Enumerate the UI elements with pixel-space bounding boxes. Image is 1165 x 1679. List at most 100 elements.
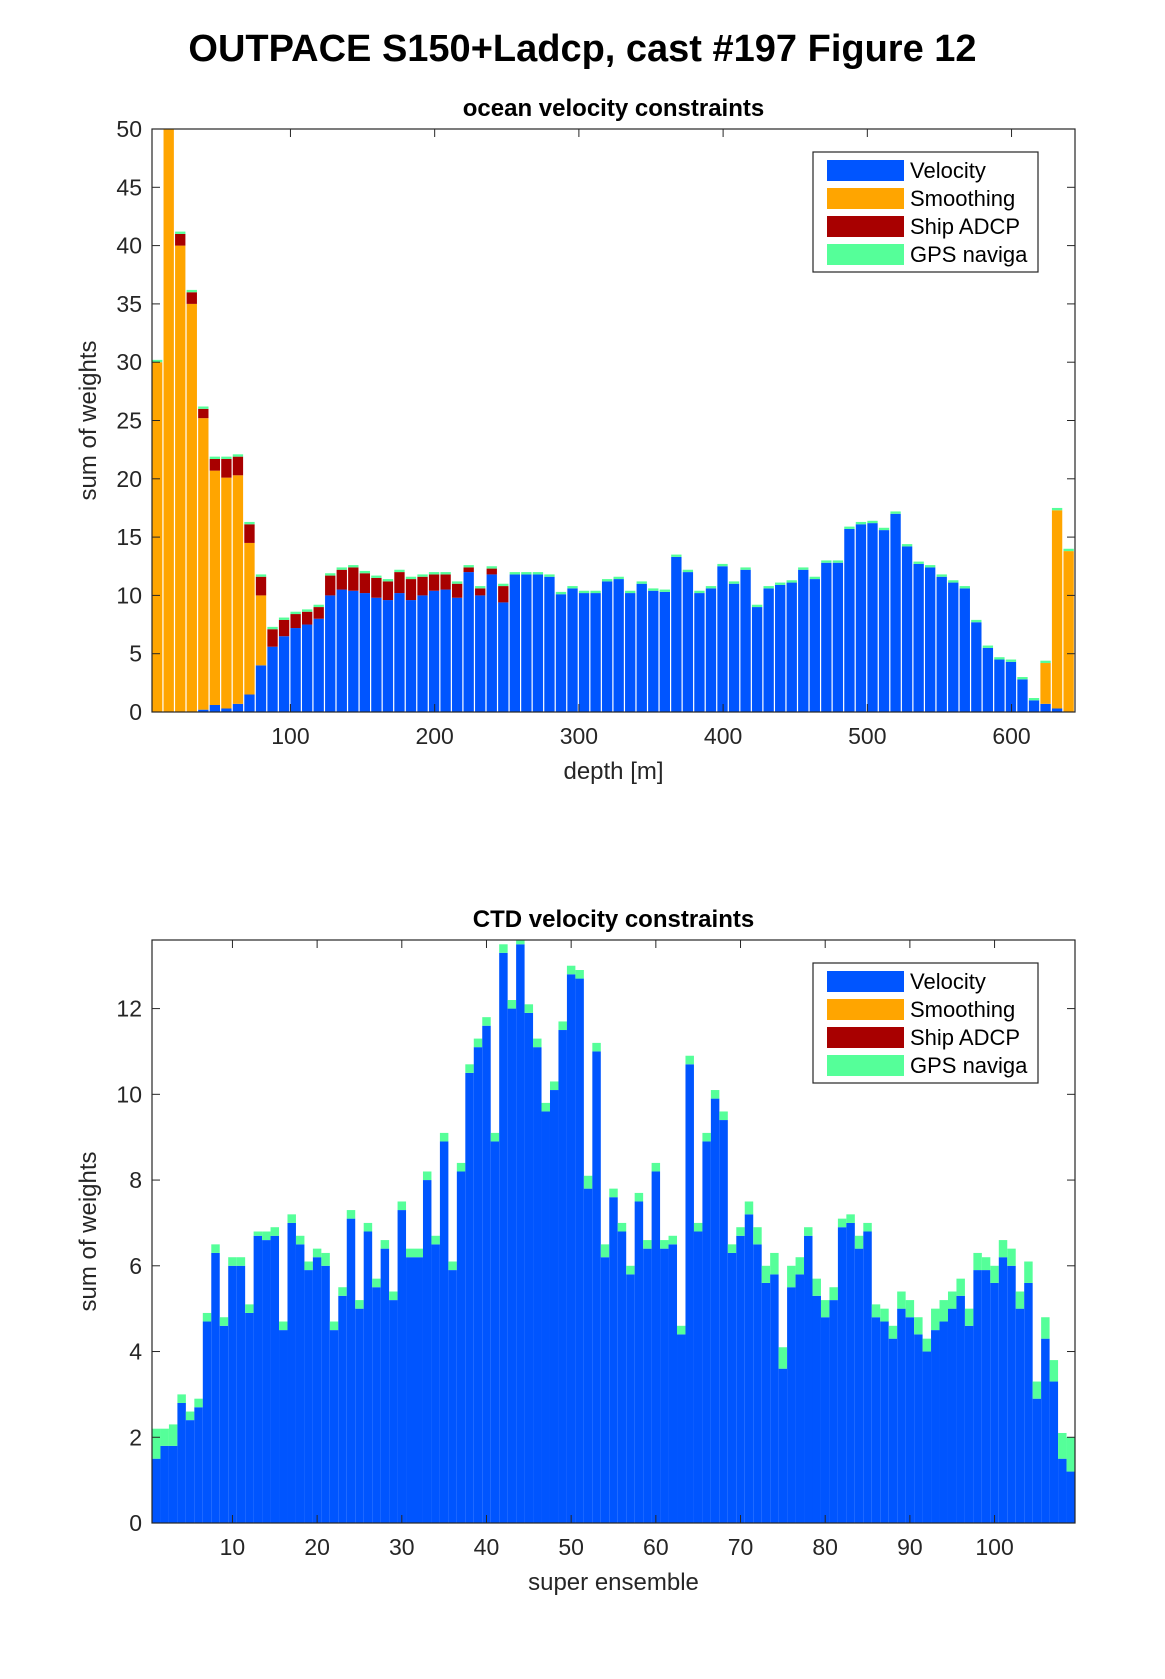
y-tick-label: 20 xyxy=(116,466,142,492)
bar-velocity xyxy=(544,576,555,712)
bar-gps-naviga xyxy=(786,580,797,583)
bar-gps-naviga xyxy=(329,1321,339,1331)
bar-gps-naviga xyxy=(397,1201,407,1211)
bar-gps-naviga xyxy=(394,569,405,573)
bar-velocity xyxy=(295,1244,305,1523)
bar-velocity xyxy=(578,593,590,712)
bar-gps-naviga xyxy=(1024,1261,1033,1283)
y-axis-label: sum of weights xyxy=(75,340,102,500)
bar-smoothing xyxy=(232,475,244,704)
bar-smoothing xyxy=(175,245,186,712)
bar-velocity xyxy=(160,1445,169,1523)
x-tick-label: 100 xyxy=(975,1534,1013,1560)
bar-gps-naviga xyxy=(439,1132,449,1142)
legend-swatch-smoothing xyxy=(827,188,904,209)
bar-velocity xyxy=(1041,1338,1050,1523)
bar-velocity xyxy=(439,1141,449,1523)
bar-velocity xyxy=(406,1257,415,1523)
bar-gps-naviga xyxy=(677,1325,686,1335)
bar-gps-naviga xyxy=(558,1021,567,1031)
bar-velocity xyxy=(1051,708,1063,712)
bar-velocity xyxy=(1005,661,1017,712)
bar-velocity xyxy=(820,1317,830,1523)
bar-gps-naviga xyxy=(363,1222,373,1232)
bar-velocity xyxy=(194,1407,203,1523)
bar-velocity xyxy=(456,1171,466,1523)
bar-velocity xyxy=(448,1270,457,1523)
bar-gps-naviga xyxy=(837,1218,847,1228)
bar-velocity xyxy=(304,1270,313,1523)
bar-ship-adcp xyxy=(440,574,451,590)
bar-velocity xyxy=(279,1330,288,1523)
bar-velocity xyxy=(287,1222,296,1523)
bar-velocity xyxy=(516,944,525,1523)
bar-gps-naviga xyxy=(325,573,336,576)
bar-velocity xyxy=(821,562,832,712)
bar-gps-naviga xyxy=(348,565,359,568)
bar-gps-naviga xyxy=(575,970,584,979)
bar-velocity xyxy=(422,1180,432,1523)
bar-gps-naviga xyxy=(1028,698,1040,701)
bar-velocity xyxy=(798,569,809,712)
bar-velocity xyxy=(428,590,440,712)
bar-gps-naviga xyxy=(1007,1248,1016,1266)
bar-ship-adcp xyxy=(417,576,428,596)
bar-gps-naviga xyxy=(1015,1291,1025,1309)
bar-velocity xyxy=(914,1334,923,1523)
bar-gps-naviga xyxy=(798,567,809,570)
bar-gps-naviga xyxy=(648,588,659,591)
bar-gps-naviga xyxy=(702,1132,711,1142)
bar-velocity xyxy=(329,1330,339,1523)
bar-velocity xyxy=(567,588,578,712)
bar-velocity xyxy=(922,1351,932,1523)
bar-ship-adcp xyxy=(221,458,232,478)
bar-velocity xyxy=(346,1218,356,1523)
bar-velocity xyxy=(221,708,232,712)
bar-ship-adcp xyxy=(348,567,359,591)
bar-gps-naviga xyxy=(651,1162,661,1172)
bar-gps-naviga xyxy=(844,526,855,529)
bar-velocity xyxy=(648,590,659,712)
bar-gps-naviga xyxy=(625,590,636,594)
bar-velocity xyxy=(787,1287,796,1523)
y-tick-label: 45 xyxy=(116,174,142,200)
bar-gps-naviga xyxy=(498,583,509,587)
bar-velocity xyxy=(740,569,751,712)
y-tick-label: 8 xyxy=(129,1167,142,1193)
x-tick-label: 30 xyxy=(389,1534,415,1560)
bar-velocity xyxy=(685,1064,694,1523)
bar-gps-naviga xyxy=(694,590,705,594)
bar-gps-naviga xyxy=(998,1240,1008,1258)
chart-title: ocean velocity constraints xyxy=(463,95,764,122)
bar-ship-adcp xyxy=(186,292,197,304)
bar-gps-naviga xyxy=(301,609,313,612)
bar-velocity xyxy=(482,1025,491,1523)
bar-gps-naviga xyxy=(600,1244,610,1258)
bar-velocity xyxy=(659,591,670,712)
bar-ship-adcp xyxy=(313,607,324,619)
bar-gps-naviga xyxy=(198,406,209,409)
bar-smoothing xyxy=(163,129,174,712)
bar-velocity xyxy=(253,1235,263,1523)
bar-gps-naviga xyxy=(524,1004,534,1013)
chart-title: CTD velocity constraints xyxy=(473,906,754,933)
bar-velocity xyxy=(566,974,576,1523)
bar-gps-naviga xyxy=(486,566,497,569)
bar-gps-naviga xyxy=(971,619,982,623)
bar-gps-naviga xyxy=(922,1338,932,1352)
bar-gps-naviga xyxy=(541,1102,550,1112)
bar-velocity xyxy=(290,628,301,712)
bar-gps-naviga xyxy=(567,586,578,589)
bar-velocity xyxy=(219,1325,229,1523)
bar-velocity xyxy=(677,1334,686,1523)
bars xyxy=(152,940,1075,1523)
bar-gps-naviga xyxy=(270,1227,280,1236)
bar-velocity xyxy=(509,574,520,712)
bar-velocity xyxy=(244,694,255,712)
bar-smoothing xyxy=(221,477,232,709)
bar-velocity xyxy=(829,1300,838,1523)
bar-velocity xyxy=(736,1235,745,1523)
bar-velocity xyxy=(854,1248,864,1523)
bar-velocity xyxy=(971,622,982,712)
bar-gps-naviga xyxy=(601,579,613,582)
